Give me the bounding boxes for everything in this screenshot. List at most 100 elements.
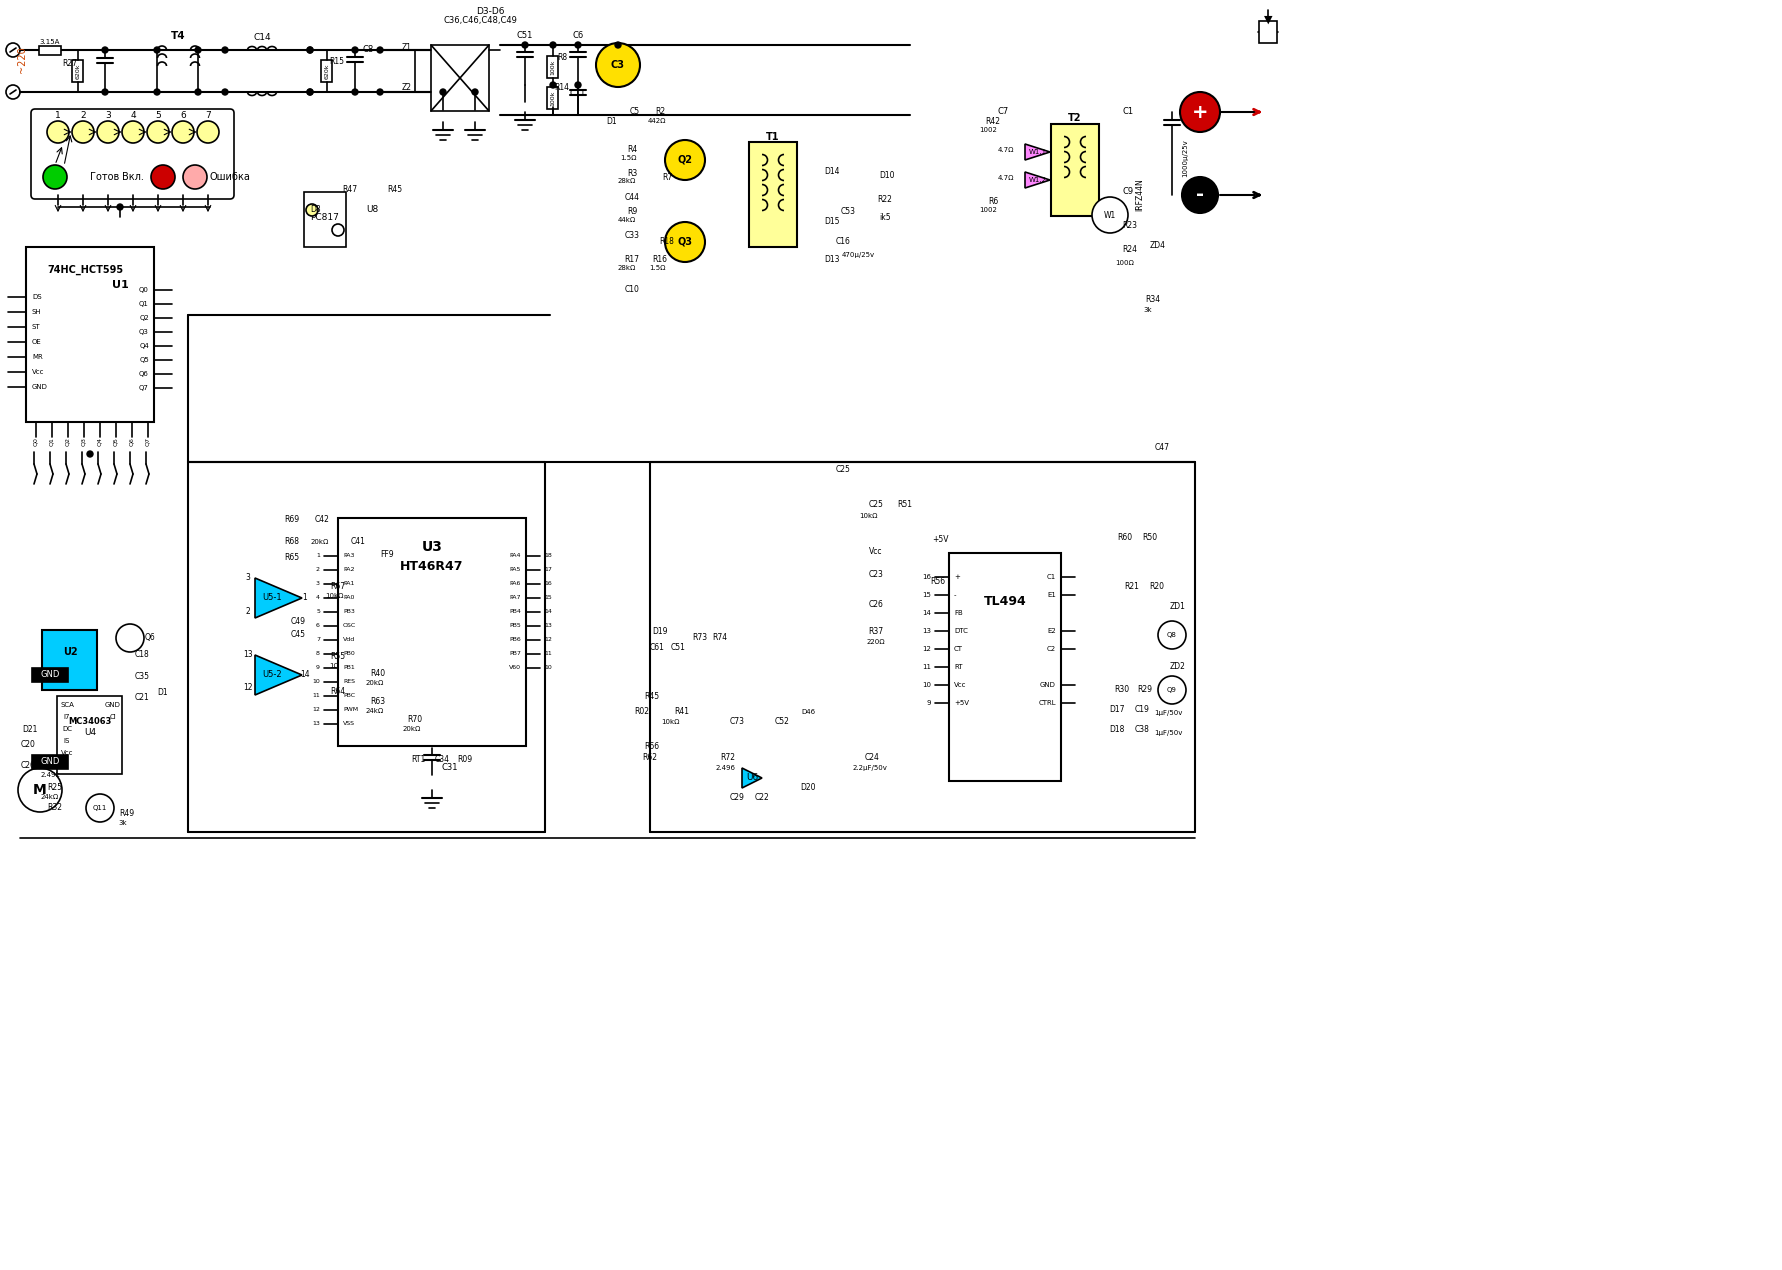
- Text: C2: C2: [1046, 646, 1055, 652]
- Text: GND: GND: [1039, 682, 1055, 688]
- Text: R2: R2: [654, 108, 665, 117]
- Circle shape: [184, 165, 207, 189]
- Text: D1: D1: [606, 118, 617, 127]
- Circle shape: [118, 204, 123, 210]
- Text: R23: R23: [1123, 221, 1137, 230]
- Circle shape: [116, 624, 144, 652]
- Text: 14: 14: [921, 610, 930, 616]
- Bar: [339, 518, 526, 745]
- Text: 24kΩ: 24kΩ: [365, 707, 383, 714]
- Text: 100Ω: 100Ω: [1116, 260, 1133, 265]
- Circle shape: [549, 42, 556, 48]
- Text: Q7: Q7: [146, 437, 150, 447]
- Text: OSC: OSC: [342, 624, 356, 629]
- Text: R60: R60: [1117, 533, 1132, 542]
- Text: Q6: Q6: [130, 438, 134, 447]
- Text: ZD1: ZD1: [1169, 602, 1185, 611]
- Text: R67: R67: [330, 583, 346, 592]
- Text: C6: C6: [572, 30, 583, 39]
- Text: 20kΩ: 20kΩ: [310, 538, 330, 545]
- Circle shape: [351, 89, 358, 95]
- Text: 11: 11: [312, 693, 319, 699]
- Text: 16: 16: [921, 574, 930, 580]
- Text: 18: 18: [544, 554, 551, 559]
- Text: T2: T2: [1067, 113, 1082, 123]
- Text: IRFZ44N: IRFZ44N: [1135, 179, 1144, 211]
- Text: Q1: Q1: [50, 438, 55, 447]
- Text: U8: U8: [365, 206, 378, 215]
- Text: 220Ω: 220Ω: [866, 639, 886, 645]
- Text: C8: C8: [362, 46, 374, 55]
- Text: PB0: PB0: [342, 652, 355, 657]
- Text: C47: C47: [1155, 443, 1169, 452]
- Polygon shape: [741, 768, 761, 787]
- Circle shape: [665, 222, 704, 262]
- FancyBboxPatch shape: [30, 109, 233, 199]
- Text: Z2: Z2: [401, 84, 412, 93]
- Text: PB7: PB7: [510, 652, 520, 657]
- Text: C1: C1: [1123, 108, 1133, 117]
- Text: C25: C25: [868, 500, 882, 509]
- Text: C51: C51: [670, 644, 684, 653]
- Text: +: +: [953, 574, 959, 580]
- Text: U3: U3: [421, 540, 442, 554]
- Text: R40: R40: [371, 669, 385, 678]
- Text: 7: 7: [315, 638, 319, 643]
- Text: 3k: 3k: [119, 820, 127, 826]
- Text: 2.49k: 2.49k: [41, 772, 61, 779]
- Bar: [1050, 124, 1098, 216]
- Text: R20: R20: [1149, 583, 1164, 592]
- Circle shape: [1181, 177, 1217, 213]
- Text: R41: R41: [674, 707, 690, 716]
- Text: R49: R49: [119, 809, 134, 818]
- Text: R66: R66: [643, 743, 659, 752]
- Text: R6: R6: [987, 198, 998, 207]
- Circle shape: [574, 83, 581, 88]
- Text: PB4: PB4: [510, 610, 520, 615]
- Bar: [43, 630, 98, 690]
- Circle shape: [223, 89, 228, 95]
- Circle shape: [102, 89, 109, 95]
- Text: R51: R51: [896, 500, 912, 509]
- Text: 14: 14: [299, 671, 310, 679]
- Text: Q4: Q4: [98, 437, 102, 447]
- Text: 12: 12: [312, 707, 319, 712]
- Text: D14: D14: [823, 168, 839, 177]
- Circle shape: [87, 451, 93, 457]
- Text: D21: D21: [23, 725, 37, 734]
- Text: 74HC_HCT595: 74HC_HCT595: [46, 265, 123, 276]
- Text: PBC: PBC: [342, 693, 355, 699]
- Text: 4: 4: [130, 112, 135, 121]
- Text: D18: D18: [1108, 725, 1124, 734]
- Text: C34: C34: [435, 756, 449, 765]
- Circle shape: [595, 43, 640, 88]
- Text: Q4: Q4: [139, 343, 150, 349]
- Circle shape: [1091, 197, 1128, 232]
- Text: 4: 4: [315, 596, 319, 601]
- Circle shape: [121, 121, 144, 144]
- Bar: [547, 88, 558, 109]
- Text: R3: R3: [627, 169, 636, 178]
- Bar: [1258, 22, 1276, 43]
- Text: C16: C16: [836, 237, 850, 246]
- Text: R8: R8: [556, 53, 567, 62]
- Text: FF9: FF9: [380, 550, 394, 560]
- Text: 28kΩ: 28kΩ: [618, 178, 636, 184]
- Text: 10kΩ: 10kΩ: [859, 513, 877, 519]
- Text: Q7: Q7: [139, 385, 150, 391]
- Text: ZD2: ZD2: [1169, 663, 1185, 672]
- Text: 3: 3: [105, 112, 110, 121]
- Text: 9: 9: [315, 665, 319, 671]
- Text: MR: MR: [32, 354, 43, 359]
- Text: U5-1: U5-1: [262, 593, 282, 602]
- Text: PA4: PA4: [510, 554, 520, 559]
- Text: ~220: ~220: [18, 47, 27, 74]
- Text: ZD4: ZD4: [1149, 240, 1165, 249]
- Text: R28: R28: [48, 761, 62, 770]
- Text: 1Ω: 1Ω: [330, 663, 339, 669]
- Text: -: -: [1196, 185, 1203, 204]
- Text: Vdd: Vdd: [342, 638, 355, 643]
- Text: E1: E1: [1046, 592, 1055, 598]
- Circle shape: [440, 89, 446, 95]
- Circle shape: [331, 224, 344, 236]
